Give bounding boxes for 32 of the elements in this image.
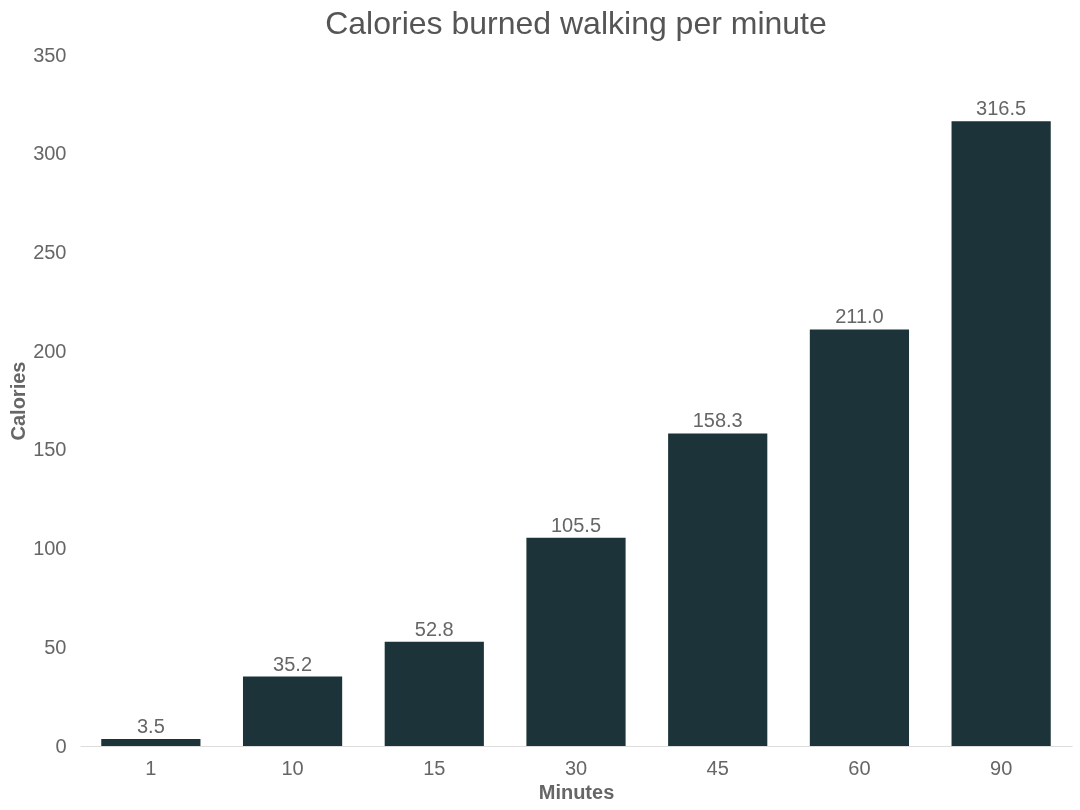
- bar: [526, 537, 626, 746]
- data-label: 316.5: [976, 97, 1027, 120]
- bar: [242, 676, 343, 746]
- y-tick-label: 0: [55, 734, 67, 757]
- y-tick-label: 150: [33, 438, 67, 461]
- chart-title: Calories burned walking per minute: [325, 5, 827, 41]
- y-tick-label: 100: [33, 537, 67, 560]
- bar: [384, 641, 484, 746]
- data-label: 3.5: [136, 715, 165, 738]
- y-tick-label: 300: [33, 142, 67, 165]
- data-label: 158.3: [692, 409, 743, 432]
- x-axis-title: Minutes: [538, 780, 615, 803]
- bar: [668, 433, 768, 746]
- data-label: 105.5: [550, 513, 602, 536]
- data-label: 35.2: [273, 652, 313, 675]
- x-tick-label: 60: [848, 756, 871, 779]
- x-tick-label: 10: [281, 756, 304, 779]
- bar: [809, 329, 910, 746]
- x-tick-label: 30: [564, 756, 588, 779]
- y-tick-label: 350: [33, 43, 67, 66]
- bar: [101, 739, 201, 746]
- x-tick-label: 1: [145, 756, 157, 779]
- x-tick-label: 90: [990, 756, 1013, 779]
- y-axis-title: Calories: [7, 361, 30, 441]
- y-tick-label: 250: [33, 240, 67, 263]
- x-tick-label: 15: [423, 756, 446, 779]
- y-tick-label: 200: [33, 339, 67, 362]
- data-label: 211.0: [835, 305, 884, 328]
- x-tick-label: 45: [706, 756, 729, 779]
- data-label: 52.8: [414, 617, 454, 640]
- bar: [951, 121, 1051, 746]
- y-tick-label: 50: [44, 635, 67, 658]
